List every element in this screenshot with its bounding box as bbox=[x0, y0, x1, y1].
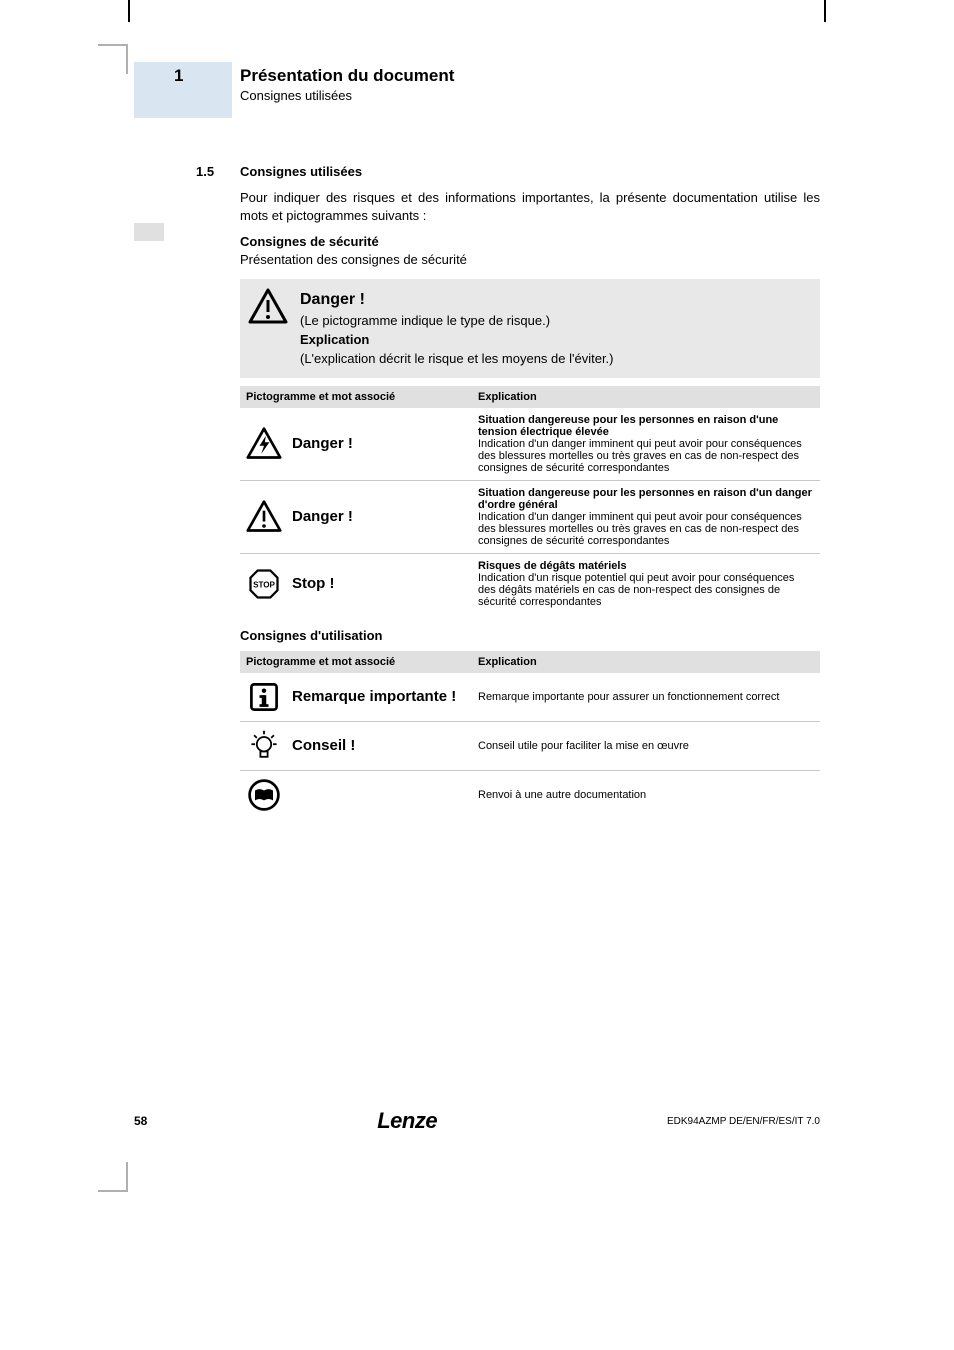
warning-icon bbox=[248, 287, 288, 327]
book-icon bbox=[246, 777, 282, 813]
col-picto: Pictogramme et mot associé bbox=[240, 651, 472, 673]
table-row: Renvoi à une autre documentation bbox=[240, 770, 820, 819]
row-expl: Conseil utile pour faciliter la mise en … bbox=[472, 721, 820, 770]
tip-icon bbox=[246, 728, 282, 764]
callout-line2: Explication bbox=[300, 332, 808, 347]
row-expl: Renvoi à une autre documentation bbox=[472, 770, 820, 819]
svg-text:STOP: STOP bbox=[253, 580, 275, 589]
chapter-subtitle: Consignes utilisées bbox=[240, 86, 820, 103]
safety-table: Pictogramme et mot associé Explication D… bbox=[240, 386, 820, 614]
callout-line3: (L'explication décrit le risque et les m… bbox=[300, 351, 808, 366]
table-row: Danger ! Situation dangereuse pour les p… bbox=[240, 408, 820, 481]
table-row: Danger ! Situation dangereuse pour les p… bbox=[240, 480, 820, 553]
chapter-number: 1 bbox=[174, 66, 183, 86]
danger-callout: Danger ! (Le pictogramme indique le type… bbox=[240, 279, 820, 378]
row-label: Remarque importante ! bbox=[292, 688, 456, 705]
row-label: Danger ! bbox=[292, 435, 353, 452]
safety-sub: Présentation des consignes de sécurité bbox=[240, 251, 820, 269]
safety-heading: Consignes de sécurité bbox=[240, 234, 820, 249]
section-number: 1.5 bbox=[196, 164, 214, 179]
row-label: Stop ! bbox=[292, 575, 335, 592]
doc-reference: EDK94AZMP DE/EN/FR/ES/IT 7.0 bbox=[667, 1116, 820, 1127]
row-expl: Risques de dégâts matérielsIndication d'… bbox=[472, 553, 820, 614]
info-icon bbox=[246, 679, 282, 715]
row-expl: Situation dangereuse pour les personnes … bbox=[472, 480, 820, 553]
table-row: Remarque importante ! Remarque important… bbox=[240, 673, 820, 722]
high-voltage-icon bbox=[246, 426, 282, 462]
row-expl: Situation dangereuse pour les personnes … bbox=[472, 408, 820, 481]
page-footer: 58 Lenze EDK94AZMP DE/EN/FR/ES/IT 7.0 bbox=[134, 1108, 820, 1134]
usage-heading: Consignes d'utilisation bbox=[240, 628, 820, 643]
col-expl: Explication bbox=[472, 386, 820, 408]
row-label: Conseil ! bbox=[292, 737, 355, 754]
row-label: Danger ! bbox=[292, 508, 353, 525]
section-block: 1.5 Consignes utilisées Pour indiquer de… bbox=[134, 164, 820, 819]
section-intro: Pour indiquer des risques et des informa… bbox=[240, 189, 820, 224]
brand-logo: Lenze bbox=[377, 1108, 437, 1134]
chapter-header: 1 Présentation du document Consignes uti… bbox=[134, 62, 820, 118]
table-row: Conseil ! Conseil utile pour faciliter l… bbox=[240, 721, 820, 770]
chapter-title: Présentation du document bbox=[240, 62, 820, 86]
stop-icon: STOP bbox=[246, 566, 282, 602]
page-number: 58 bbox=[134, 1114, 147, 1128]
row-expl: Remarque importante pour assurer un fonc… bbox=[472, 673, 820, 722]
col-expl: Explication bbox=[472, 651, 820, 673]
usage-table: Pictogramme et mot associé Explication R… bbox=[240, 651, 820, 819]
table-row: STOP Stop ! Risques de dégâts matérielsI… bbox=[240, 553, 820, 614]
warning-icon bbox=[246, 499, 282, 535]
callout-line1: (Le pictogramme indique le type de risqu… bbox=[300, 313, 808, 328]
callout-title: Danger ! bbox=[300, 291, 808, 309]
col-picto: Pictogramme et mot associé bbox=[240, 386, 472, 408]
section-title: Consignes utilisées bbox=[240, 164, 820, 179]
page-content: 1 Présentation du document Consignes uti… bbox=[134, 0, 820, 819]
